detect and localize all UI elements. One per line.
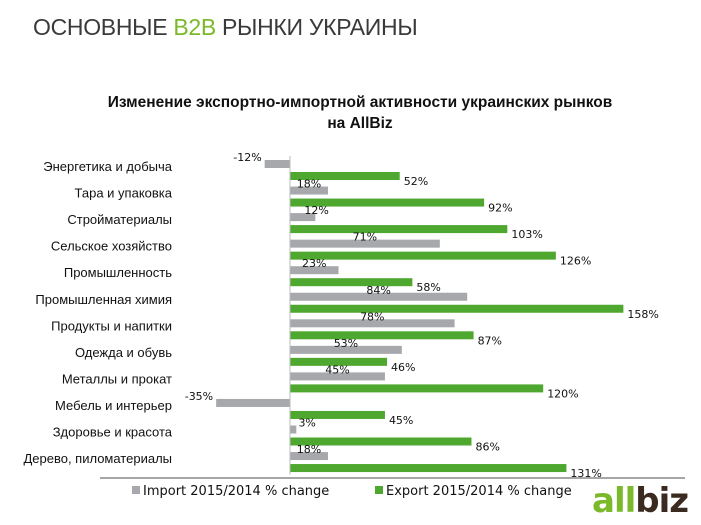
import-value-label: -35% [185,390,213,403]
export-bar [290,304,624,313]
export-bar [290,384,544,393]
import-bar [290,186,328,195]
export-value-label: 126% [560,255,591,268]
import-value-label: 53% [334,337,358,350]
export-bar [290,464,567,473]
category-label: Промышленность [64,265,172,280]
export-value-label: 87% [478,334,502,347]
export-value-label: 103% [511,228,542,241]
category-label: Тара и упаковка [75,186,173,201]
import-value-label: 18% [297,443,321,456]
import-value-label: 84% [366,284,390,297]
export-bar [290,251,556,260]
export-value-label: 158% [627,308,658,321]
category-label: Стройматериалы [67,212,172,227]
import-bar [290,266,339,275]
legend-swatch-import [132,486,140,494]
import-bar [290,292,468,301]
export-value-label: 131% [570,467,601,480]
import-bar [290,239,440,248]
category-label: Мебель и интерьер [55,398,172,413]
import-value-label: 78% [360,310,384,323]
import-bar [264,160,290,168]
import-bar [216,398,290,407]
export-bar [290,278,413,287]
export-value-label: 58% [416,281,440,294]
import-value-label: 23% [302,257,326,270]
import-value-label: 3% [298,417,315,430]
export-value-label: 52% [404,175,428,188]
legend-label-export: Export 2015/2014 % change [386,484,572,499]
export-value-label: 86% [475,441,499,454]
import-value-label: -12% [233,151,261,164]
category-label: Одежда и обувь [75,345,172,360]
chart-title: Изменение экспортно-импортной активности… [107,94,613,132]
import-value-label: 45% [325,363,349,376]
import-value-label: 12% [304,204,328,217]
export-value-label: 45% [389,414,413,427]
svg-text:allbiz: allbiz [592,481,688,521]
import-value-label: 18% [297,178,321,191]
allbiz-logo: allbiz [592,481,689,521]
category-label: Дерево, пиломатериалы [23,451,172,466]
category-label: Металлы и прокат [62,371,172,386]
category-label: Продукты и напитки [51,318,172,333]
export-value-label: 46% [391,361,415,374]
export-bar [290,357,388,366]
export-bar [290,198,485,207]
export-bar [290,172,400,180]
import-bar [290,319,455,328]
import-bar [290,372,385,381]
export-value-label: 92% [488,202,512,215]
export-bar [290,410,385,419]
import-bar [290,425,297,434]
export-value-label: 120% [547,387,578,400]
legend-label-import: Import 2015/2014 % change [143,484,329,499]
export-bar [290,225,508,234]
category-label: Здоровье и красота [53,425,173,440]
page-title: ОСНОВНЫЕ B2B РЫНКИ УКРАИНЫ [33,14,418,40]
import-bar [290,452,328,461]
category-label: Промышленная химия [35,292,172,307]
legend-swatch-export [375,486,383,494]
import-value-label: 71% [353,231,377,244]
import-bar [290,213,316,222]
category-label: Энергетика и добыча [43,159,173,174]
import-bar [290,345,402,354]
export-bar [290,437,472,446]
export-bar [290,331,474,340]
category-label: Сельское хозяйство [51,239,172,254]
